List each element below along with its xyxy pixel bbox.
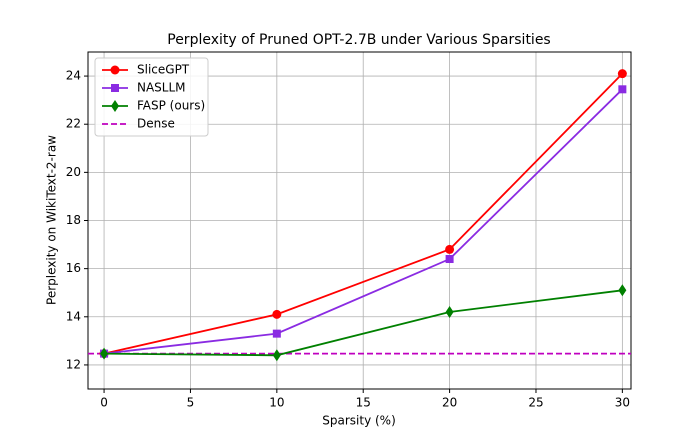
y-axis-label: Perplexity on WikiText-2-raw xyxy=(45,135,59,305)
y-tick-label: 18 xyxy=(66,213,81,227)
marker xyxy=(100,347,109,360)
marker xyxy=(445,305,454,318)
marker xyxy=(618,284,627,297)
x-tick-label: 0 xyxy=(100,396,108,410)
marker xyxy=(445,255,454,264)
x-tick-label: 5 xyxy=(187,396,195,410)
x-tick-label: 25 xyxy=(528,396,543,410)
legend-label: NASLLM xyxy=(137,81,186,95)
y-tick-label: 20 xyxy=(66,165,81,179)
marker xyxy=(111,100,119,112)
legend-label: FASP (ours) xyxy=(137,99,205,113)
legend-box xyxy=(94,57,209,137)
y-tick-label: 22 xyxy=(66,117,81,131)
marker xyxy=(617,69,627,79)
plot-frame xyxy=(87,51,632,390)
x-tick-label: 10 xyxy=(269,396,284,410)
marker xyxy=(111,84,119,92)
marker xyxy=(272,329,281,338)
y-tick-label: 16 xyxy=(66,261,81,275)
legend-label: SliceGPT xyxy=(137,63,190,77)
marker xyxy=(618,85,627,94)
x-axis-label: Sparsity (%) xyxy=(322,414,396,428)
x-tick-label: 20 xyxy=(442,396,457,410)
y-tick-label: 12 xyxy=(66,357,81,371)
series-line xyxy=(104,289,623,357)
x-tick-label: 15 xyxy=(356,396,371,410)
legend-label: Dense xyxy=(137,117,175,131)
series-line xyxy=(103,73,624,355)
x-tick-label: 30 xyxy=(615,396,630,410)
chart-title: Perplexity of Pruned OPT-2.7B under Vari… xyxy=(167,32,550,48)
y-tick-label: 24 xyxy=(66,69,81,83)
marker xyxy=(272,349,281,362)
marker xyxy=(445,244,455,254)
series-line xyxy=(103,88,623,355)
y-tick-label: 14 xyxy=(66,309,81,323)
marker xyxy=(110,65,120,75)
marker xyxy=(272,309,282,319)
